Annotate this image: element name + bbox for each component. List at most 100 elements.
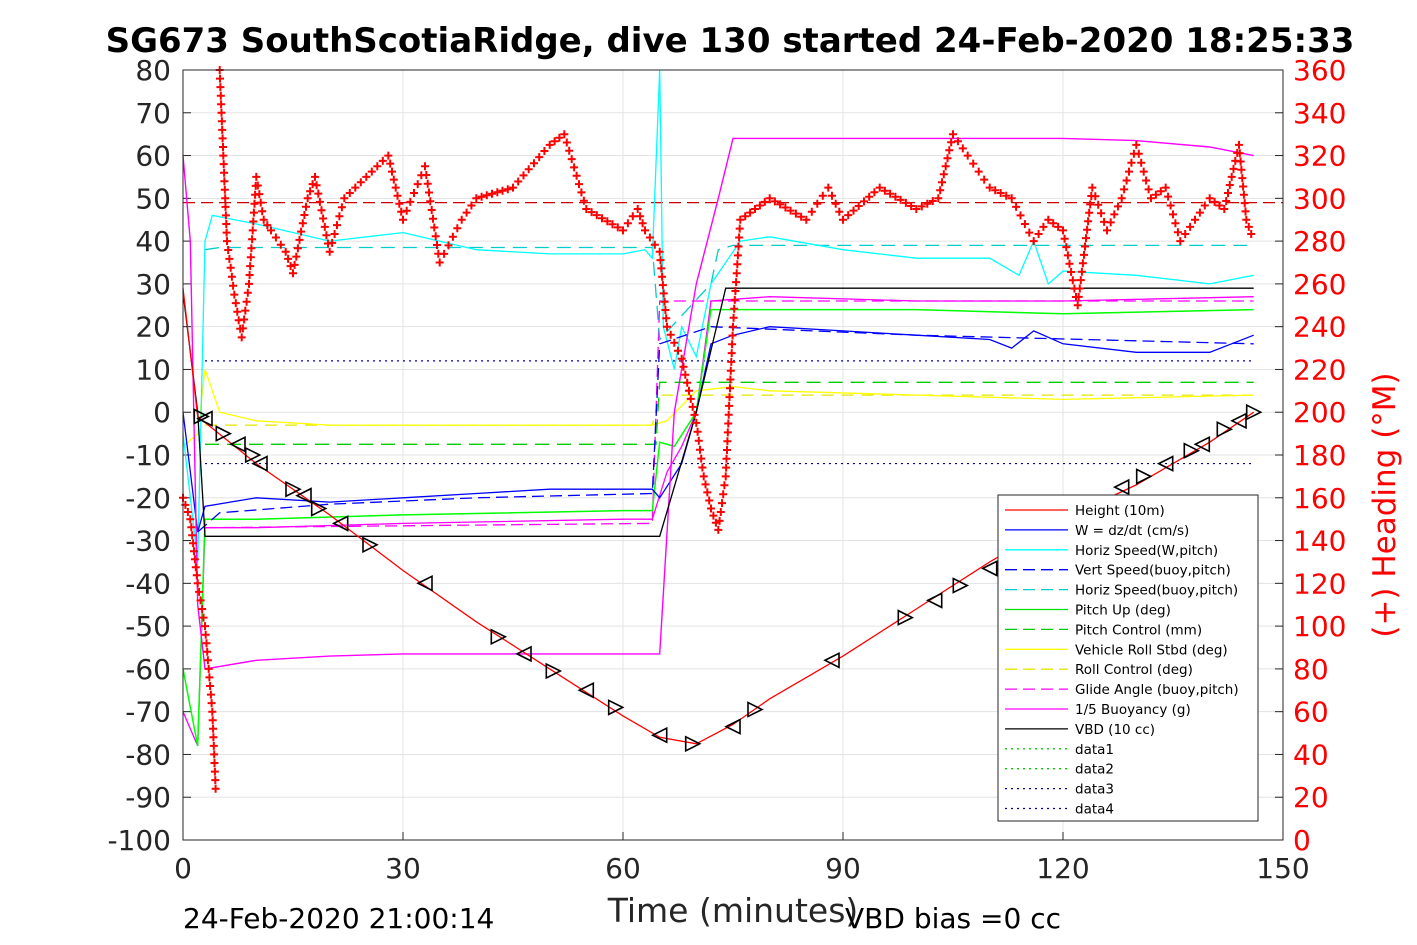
legend-label: data3 bbox=[1075, 782, 1114, 798]
heading-marker bbox=[423, 179, 432, 188]
heading-marker bbox=[345, 189, 354, 197]
heading-marker bbox=[209, 724, 218, 733]
heading-marker bbox=[849, 206, 858, 215]
heading-marker bbox=[707, 504, 715, 513]
heading-marker bbox=[540, 147, 549, 155]
heading-marker bbox=[435, 258, 444, 267]
heading-marker bbox=[230, 290, 239, 299]
height-marker bbox=[362, 536, 379, 554]
heading-marker bbox=[281, 247, 290, 256]
y-tick-label: 0 bbox=[153, 396, 171, 429]
heading-marker bbox=[1235, 140, 1243, 149]
heading-marker bbox=[229, 281, 238, 290]
heading-marker bbox=[258, 207, 267, 216]
heading-marker bbox=[1238, 174, 1247, 183]
heading-marker bbox=[426, 197, 435, 206]
heading-marker bbox=[1062, 243, 1071, 252]
height-marker bbox=[724, 718, 741, 735]
height-marker bbox=[310, 500, 328, 517]
heading-marker bbox=[429, 214, 437, 223]
heading-marker bbox=[907, 202, 916, 210]
heading-marker bbox=[477, 192, 486, 201]
heading-marker bbox=[980, 175, 989, 184]
heading-marker bbox=[720, 481, 729, 490]
heading-marker bbox=[732, 278, 741, 287]
heading-marker bbox=[818, 191, 827, 200]
heading-marker bbox=[482, 191, 491, 200]
y-tick-label: -20 bbox=[125, 482, 171, 515]
heading-marker bbox=[729, 313, 738, 322]
heading-marker bbox=[1134, 149, 1143, 158]
heading-marker bbox=[204, 664, 213, 673]
heading-marker bbox=[692, 418, 701, 427]
heading-marker bbox=[1247, 230, 1256, 238]
heading-marker bbox=[1122, 176, 1131, 185]
heading-marker bbox=[928, 197, 937, 205]
heading-marker bbox=[183, 508, 192, 516]
heading-marker bbox=[320, 222, 329, 231]
heading-marker bbox=[210, 750, 219, 759]
heading-marker bbox=[703, 488, 712, 497]
heading-marker bbox=[218, 134, 227, 143]
plot-area bbox=[179, 66, 1284, 841]
heading-marker bbox=[776, 200, 785, 209]
y-tick-label: 70 bbox=[135, 97, 171, 130]
heading-marker bbox=[860, 197, 868, 206]
right-axis-tick-labels: 3603403203002802602402202001801601401201… bbox=[1293, 54, 1346, 857]
heading-marker bbox=[658, 272, 667, 281]
heading-marker bbox=[208, 707, 217, 716]
heading-marker bbox=[211, 776, 220, 785]
heading-marker bbox=[535, 153, 544, 162]
height-marker bbox=[515, 645, 532, 663]
heading-marker bbox=[290, 260, 299, 269]
heading-marker bbox=[686, 394, 695, 403]
heading-marker bbox=[356, 178, 365, 187]
heading-marker bbox=[917, 202, 926, 211]
heading-marker bbox=[259, 215, 268, 224]
heading-marker bbox=[488, 189, 496, 198]
y-tick-label: -60 bbox=[125, 653, 171, 686]
heading-marker bbox=[645, 233, 654, 242]
heading-marker bbox=[271, 233, 280, 242]
heading-marker bbox=[202, 639, 211, 648]
heading-marker bbox=[828, 191, 836, 200]
heading-marker bbox=[1181, 230, 1190, 238]
heading-marker bbox=[406, 197, 415, 206]
height-marker bbox=[285, 480, 302, 498]
heading-marker bbox=[210, 767, 219, 776]
heading-marker bbox=[582, 205, 591, 213]
heading-marker bbox=[252, 172, 261, 181]
y2-tick-label: 140 bbox=[1293, 525, 1346, 558]
heading-marker bbox=[636, 212, 645, 221]
legend-label: Horiz Speed(W,pitch) bbox=[1075, 543, 1218, 559]
heading-marker bbox=[545, 140, 554, 149]
heading-marker bbox=[433, 241, 441, 249]
heading-marker bbox=[247, 244, 256, 253]
legend-label: 1/5 Buoyancy (g) bbox=[1075, 702, 1191, 718]
heading-marker bbox=[1144, 185, 1153, 194]
vert-speed-buoy-line bbox=[197, 326, 1254, 533]
heading-marker bbox=[797, 212, 806, 221]
y2-tick-label: 100 bbox=[1293, 610, 1346, 643]
heading-marker bbox=[751, 205, 759, 213]
heading-marker bbox=[467, 201, 476, 210]
heading-marker bbox=[217, 100, 226, 109]
heading-marker bbox=[733, 251, 742, 260]
legend-label: Pitch Control (mm) bbox=[1075, 622, 1202, 638]
heading-marker bbox=[530, 159, 538, 168]
heading-marker bbox=[650, 240, 659, 249]
heading-marker bbox=[312, 181, 321, 190]
heading-marker bbox=[233, 307, 242, 316]
heading-marker bbox=[963, 151, 972, 160]
x-axis-tick-labels: 0 30 60 90 120 150 bbox=[174, 852, 1310, 885]
heading-marker bbox=[249, 208, 258, 217]
heading-marker bbox=[1088, 183, 1097, 192]
y2-tick-label: 180 bbox=[1293, 439, 1346, 472]
heading-marker bbox=[199, 613, 208, 622]
heading-marker bbox=[472, 194, 481, 203]
height-marker bbox=[1216, 421, 1234, 438]
legend-label: data2 bbox=[1075, 762, 1114, 778]
heading-marker bbox=[807, 207, 816, 216]
heading-marker bbox=[246, 262, 255, 271]
heading-marker bbox=[1137, 158, 1146, 167]
